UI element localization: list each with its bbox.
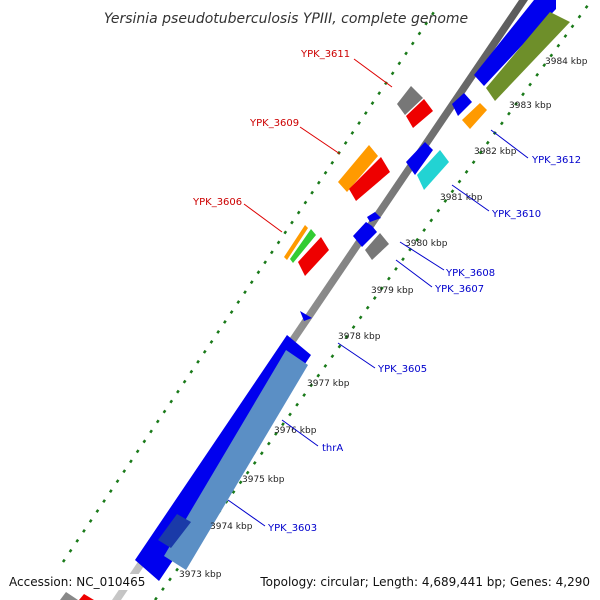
footer-accession-bg bbox=[6, 574, 146, 590]
gene-label: YPK_3612 bbox=[531, 155, 581, 166]
gene-ypk3610-cyan bbox=[417, 150, 449, 190]
gene-ypk3606-red bbox=[298, 237, 329, 276]
gene-ypk3611-gray bbox=[397, 86, 423, 115]
tick-label: 3976 kbp bbox=[274, 426, 317, 436]
gene-label: YPK_3611 bbox=[300, 49, 350, 60]
leader-ypk3606 bbox=[243, 203, 283, 233]
gene-top-olive bbox=[486, 12, 570, 101]
leader-ypk3610 bbox=[451, 184, 490, 212]
feature-clipped-gray bbox=[60, 592, 78, 600]
tick-label: 3984 kbp bbox=[545, 57, 588, 67]
gene-label: thrA bbox=[322, 443, 343, 454]
gene-top-blue bbox=[474, 0, 556, 86]
gene-ypk3610-blue bbox=[406, 142, 433, 175]
inner-dash-track bbox=[153, 4, 590, 600]
gene-ypk3609-orange bbox=[338, 145, 378, 192]
leader-ypk3611 bbox=[353, 58, 393, 88]
gene-ypk3608-blue bbox=[353, 222, 377, 247]
gene-ypk3606-green bbox=[290, 229, 316, 263]
gene-label: YPK_3610 bbox=[491, 209, 541, 220]
tick-label: 3979 kbp bbox=[371, 286, 414, 296]
leader-ypk3607 bbox=[395, 259, 433, 288]
gene-ypk3612-orange bbox=[462, 103, 487, 129]
tick-label: 3983 kbp bbox=[509, 101, 552, 111]
tick-label: 3978 kbp bbox=[338, 332, 381, 342]
tick-label: 3980 kbp bbox=[405, 239, 448, 249]
gene-label: YPK_3605 bbox=[377, 364, 427, 375]
leader-ypk3603 bbox=[227, 499, 266, 527]
gene-label: YPK_3608 bbox=[445, 268, 495, 279]
gene-ypk3605-arrow bbox=[300, 311, 312, 321]
gene-ypk3603-steel bbox=[164, 350, 308, 570]
tick-label: 3975 kbp bbox=[242, 475, 285, 485]
leader-thra bbox=[281, 419, 319, 447]
feature-clipped-red bbox=[79, 594, 94, 600]
gene-ypk3608-small bbox=[367, 212, 381, 222]
tick-label: 3977 kbp bbox=[307, 379, 350, 389]
gene-ypk3609-red bbox=[349, 157, 390, 201]
accession-text: Accession: NC_010465 bbox=[9, 575, 145, 589]
gene-label: YPK_3603 bbox=[267, 523, 317, 534]
leader-ypk3612 bbox=[490, 129, 529, 159]
gene-ypk3606-orange bbox=[284, 225, 308, 260]
gene-ypk3611-red bbox=[406, 99, 433, 128]
tick-label: 3982 kbp bbox=[474, 147, 517, 157]
leader-ypk3605 bbox=[337, 342, 376, 369]
tick-label: 3974 kbp bbox=[210, 522, 253, 532]
gene-ypk3603-dark bbox=[158, 514, 191, 548]
gene-label: YPK_3609 bbox=[249, 118, 299, 129]
map-title: Yersinia pseudotuberculosis YPIII, compl… bbox=[104, 11, 468, 27]
leader-ypk3609 bbox=[299, 126, 341, 155]
tick-label: 3973 kbp bbox=[179, 570, 222, 580]
gene-label: YPK_3607 bbox=[434, 284, 484, 295]
tick-labels: 3973 kbp 3974 kbp 3975 kbp 3976 kbp 3977… bbox=[179, 57, 588, 580]
gene-ypk3612-blue bbox=[452, 93, 472, 116]
leader-ypk3608 bbox=[399, 241, 445, 271]
footer-topology-bg bbox=[257, 574, 595, 590]
gene-ypk3607-gray bbox=[365, 233, 389, 260]
topology-text: Topology: circular; Length: 4,689,441 bp… bbox=[259, 575, 590, 589]
gene-label: YPK_3606 bbox=[192, 197, 242, 208]
tick-label: 3981 kbp bbox=[440, 193, 483, 203]
